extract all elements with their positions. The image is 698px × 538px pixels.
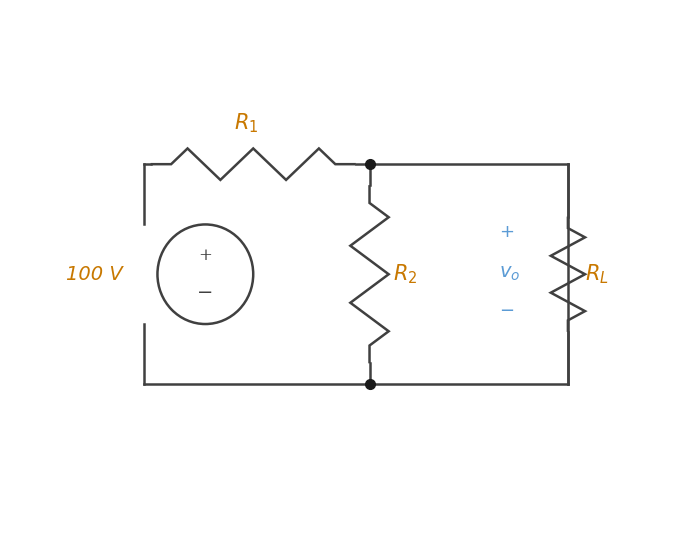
Text: 100 V: 100 V	[66, 265, 124, 284]
Text: $v_o$: $v_o$	[499, 265, 520, 284]
Text: +: +	[198, 247, 212, 264]
Text: +: +	[499, 223, 514, 242]
Text: −: −	[197, 284, 214, 302]
Text: $R_L$: $R_L$	[585, 263, 609, 286]
Text: $R_1$: $R_1$	[235, 112, 258, 136]
Text: $R_2$: $R_2$	[394, 263, 418, 286]
Text: −: −	[499, 302, 514, 320]
